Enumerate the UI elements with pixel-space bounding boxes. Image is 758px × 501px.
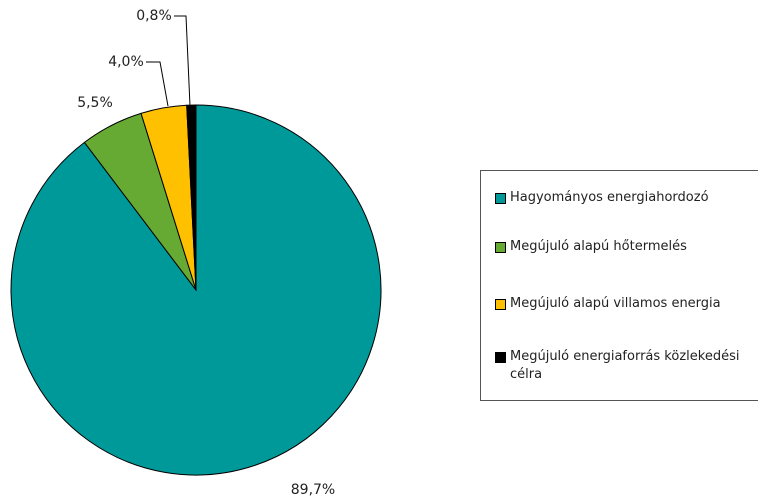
data-label: 5,5% bbox=[77, 95, 113, 111]
legend-swatch bbox=[495, 193, 506, 204]
legend-label: Hagyományos energiahordozó bbox=[510, 190, 709, 205]
data-label: 4,0% bbox=[108, 54, 144, 70]
legend-label: Megújuló alapú villamos energia bbox=[510, 296, 721, 311]
legend: Hagyományos energiahordozó Megújuló alapú… bbox=[480, 170, 758, 401]
legend-label: Megújuló energiaforrás közlekedési célra bbox=[510, 349, 740, 382]
data-label: 89,7% bbox=[291, 482, 335, 498]
legend-swatch bbox=[495, 299, 506, 310]
legend-label: Megújuló alapú hőtermelés bbox=[510, 239, 687, 254]
legend-item: Hagyományos energiahordozó bbox=[495, 189, 745, 207]
legend-item: Megújuló energiaforrás közlekedési célra bbox=[495, 348, 745, 384]
legend-swatch bbox=[495, 352, 506, 363]
leader-line bbox=[146, 61, 169, 107]
legend-swatch bbox=[495, 242, 506, 253]
leader-line bbox=[174, 15, 191, 107]
legend-item: Megújuló alapú hőtermelés bbox=[495, 238, 745, 256]
legend-item: Megújuló alapú villamos energia bbox=[495, 295, 745, 313]
pie-slice bbox=[186, 104, 197, 291]
data-label: 0,8% bbox=[136, 8, 172, 24]
